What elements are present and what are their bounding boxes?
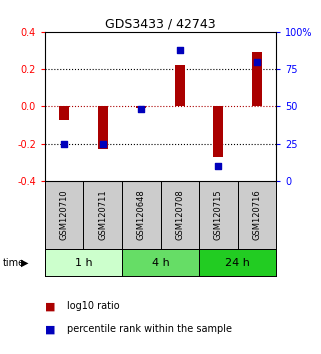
- Text: percentile rank within the sample: percentile rank within the sample: [67, 324, 232, 334]
- Bar: [59, 107, 69, 120]
- Point: [177, 47, 182, 53]
- Point: [216, 164, 221, 169]
- Bar: [98, 107, 108, 149]
- Text: ■: ■: [45, 301, 59, 311]
- Point: [62, 141, 67, 147]
- Text: 4 h: 4 h: [152, 258, 169, 268]
- Text: time: time: [3, 258, 25, 268]
- Bar: [45, 249, 122, 276]
- Point: [254, 59, 259, 64]
- Text: GSM120716: GSM120716: [252, 190, 261, 240]
- Bar: [238, 181, 276, 249]
- Point: [139, 107, 144, 112]
- Text: GSM120711: GSM120711: [98, 190, 107, 240]
- Bar: [122, 181, 160, 249]
- Text: ▶: ▶: [21, 258, 28, 268]
- Bar: [199, 249, 276, 276]
- Text: GSM120708: GSM120708: [175, 190, 184, 240]
- Bar: [136, 107, 146, 108]
- Text: GSM120715: GSM120715: [214, 190, 223, 240]
- Bar: [45, 181, 83, 249]
- Bar: [199, 181, 238, 249]
- Text: ■: ■: [45, 324, 59, 334]
- Bar: [213, 107, 223, 157]
- Text: log10 ratio: log10 ratio: [67, 301, 120, 311]
- Title: GDS3433 / 42743: GDS3433 / 42743: [105, 18, 216, 31]
- Text: 24 h: 24 h: [225, 258, 250, 268]
- Bar: [160, 181, 199, 249]
- Text: 1 h: 1 h: [75, 258, 92, 268]
- Text: GSM120710: GSM120710: [60, 190, 69, 240]
- Bar: [83, 181, 122, 249]
- Bar: [175, 65, 185, 107]
- Bar: [122, 249, 199, 276]
- Bar: [252, 52, 262, 107]
- Text: GSM120648: GSM120648: [137, 190, 146, 240]
- Point: [100, 141, 105, 147]
